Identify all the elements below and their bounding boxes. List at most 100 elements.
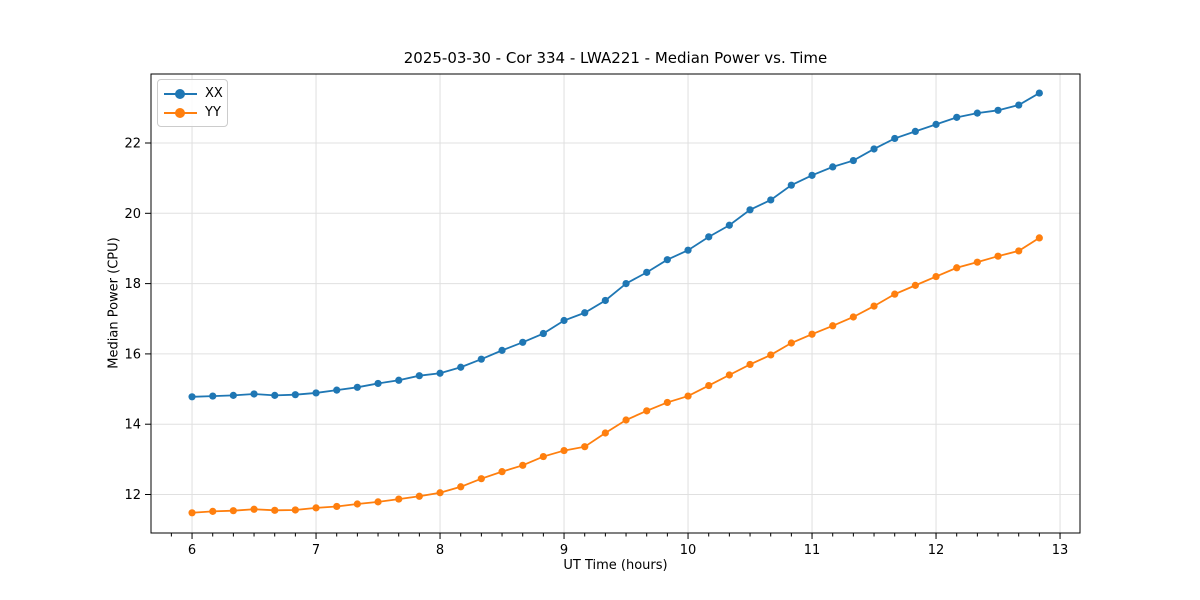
chart-title: 2025-03-30 - Cor 334 - LWA221 - Median P…: [403, 49, 828, 67]
data-point: [891, 290, 899, 298]
gridlines: [151, 74, 1080, 533]
data-point: [312, 504, 320, 512]
data-point: [849, 313, 857, 321]
data-point: [973, 109, 981, 117]
data-point: [581, 309, 589, 317]
data-point: [643, 407, 651, 415]
data-point: [911, 127, 919, 136]
data-point: [229, 507, 237, 515]
data-point: [560, 446, 568, 455]
data-point: [932, 272, 940, 281]
data-point: [333, 502, 341, 511]
data-point: [973, 258, 981, 266]
legend-item-xx: XX: [164, 84, 223, 103]
data-point: [808, 171, 816, 179]
data-point: [436, 489, 444, 497]
data-point: [457, 363, 465, 371]
data-point: [663, 398, 671, 407]
data-point: [808, 330, 816, 338]
series-yy-line: [191, 237, 1040, 514]
data-point: [953, 113, 961, 121]
data-point: [291, 506, 299, 514]
data-point: [725, 221, 733, 229]
data-point: [767, 196, 775, 204]
data-point: [291, 391, 299, 399]
data-point: [684, 246, 692, 254]
data-point: [767, 351, 775, 359]
data-point: [705, 233, 713, 241]
data-point: [457, 483, 465, 491]
data-point: [333, 386, 341, 394]
y-tick-label: 18: [124, 277, 141, 292]
y-tick-label: 12: [124, 488, 141, 503]
x-tick-label: 12: [928, 543, 945, 558]
data-point: [829, 163, 837, 171]
data-point: [663, 256, 671, 264]
data-point: [374, 498, 382, 506]
data-point: [829, 322, 837, 330]
data-point: [870, 302, 878, 310]
axis-ticks: [145, 142, 1061, 539]
data-point: [519, 338, 527, 346]
data-point: [209, 507, 217, 515]
data-point: [188, 393, 196, 401]
data-point: [209, 392, 217, 400]
series-xx: [188, 89, 1043, 401]
data-point: [353, 500, 361, 508]
yy-series-swatch-icon: [164, 107, 197, 119]
data-point: [188, 509, 196, 517]
data-point: [539, 452, 547, 461]
data-point: [1035, 89, 1043, 97]
x-tick-label: 9: [560, 543, 568, 558]
legend-label-yy: YY: [205, 105, 221, 120]
x-tick-label: 7: [312, 543, 320, 558]
data-point: [560, 316, 568, 325]
series-xx-line: [192, 92, 1040, 398]
legend-item-yy: YY: [164, 103, 221, 122]
data-point: [1015, 101, 1023, 109]
data-point: [271, 506, 279, 514]
data-point: [849, 156, 857, 165]
data-point: [911, 281, 919, 289]
data-point: [705, 381, 713, 390]
data-point: [395, 376, 403, 384]
data-point: [353, 383, 361, 391]
data-point: [601, 429, 609, 437]
data-point: [953, 264, 961, 272]
y-tick-label: 14: [124, 418, 141, 433]
x-tick-label: 10: [680, 543, 697, 558]
data-point: [229, 391, 237, 399]
data-point: [622, 280, 630, 288]
data-point: [271, 391, 279, 399]
data-point: [415, 372, 423, 380]
y-tick-label: 22: [124, 137, 141, 152]
data-point: [498, 346, 506, 354]
y-axis-label-text: Median Power (CPU): [106, 237, 122, 369]
data-point: [312, 389, 320, 397]
data-point: [891, 134, 899, 143]
data-point: [581, 443, 589, 451]
data-point: [477, 475, 485, 483]
data-point: [436, 369, 444, 377]
xx-series-swatch-icon: [164, 88, 197, 100]
data-point: [684, 392, 692, 400]
data-point: [870, 145, 878, 153]
y-tick-label: 16: [124, 347, 141, 362]
tick-labels: 6 7 8 9 10 11 12 13 12 14 16 18 20 22: [124, 137, 1068, 558]
data-point: [519, 461, 527, 469]
x-tick-label: 8: [436, 543, 444, 558]
data-point: [994, 106, 1002, 114]
data-point: [932, 120, 940, 128]
data-point: [1035, 234, 1043, 242]
x-tick-label: 11: [804, 543, 821, 558]
y-tick-label: 20: [124, 207, 141, 222]
legend: XX YY: [157, 79, 228, 127]
data-point: [601, 296, 609, 305]
data-point: [746, 206, 754, 214]
data-point: [250, 505, 258, 513]
plot-border: [150, 73, 1081, 534]
data-point: [395, 495, 403, 503]
data-point: [622, 416, 630, 424]
